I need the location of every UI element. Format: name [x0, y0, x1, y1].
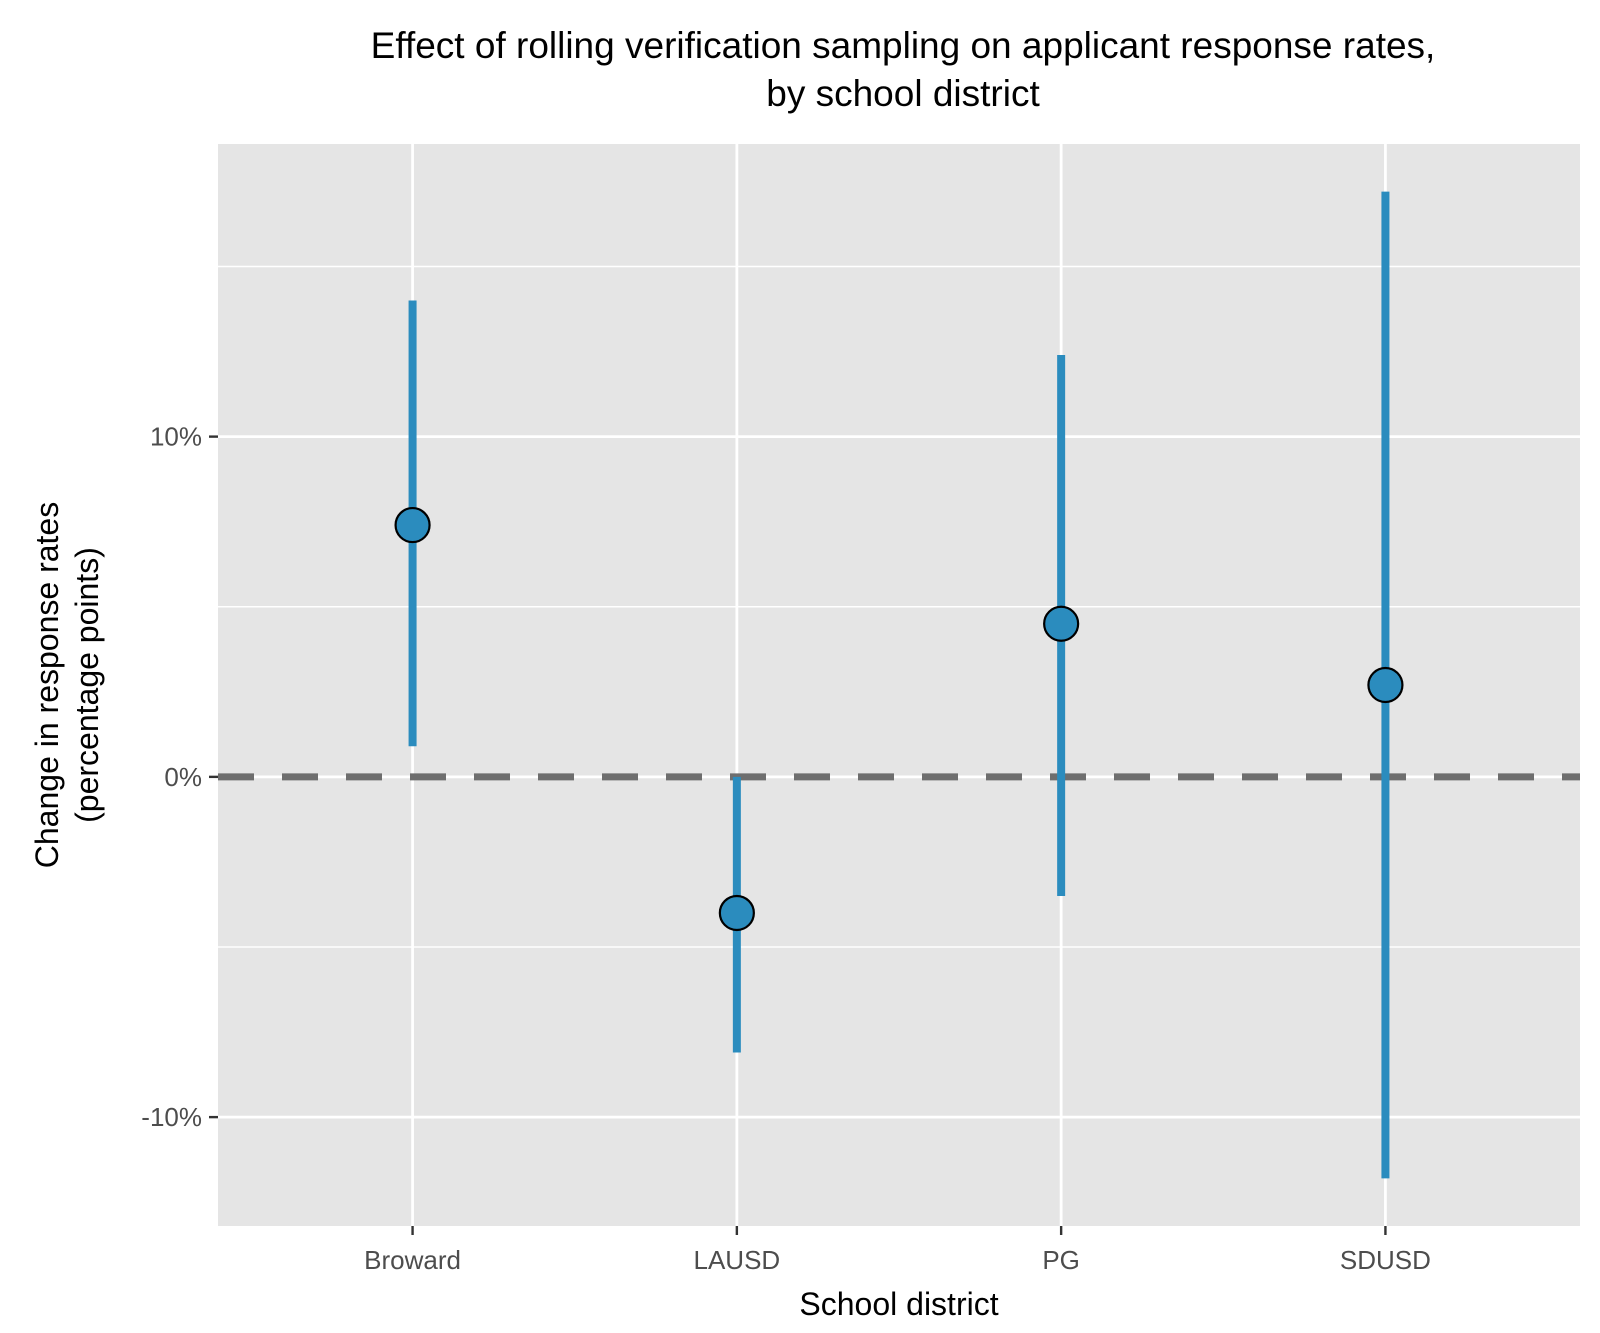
y-axis-ticks: -10% 0% 10% [141, 422, 218, 1132]
plot-panel [218, 144, 1580, 1226]
x-tick-label: SDUSD [1340, 1245, 1431, 1275]
chart-title-line-2: by school district [766, 73, 1040, 114]
y-axis-title-line-1: Change in response rates [29, 502, 65, 868]
x-tick-label: PG [1042, 1245, 1080, 1275]
point-broward [394, 506, 431, 544]
x-axis-title: School district [799, 1286, 998, 1322]
chart-title-line-1: Effect of rolling verification sampling … [371, 25, 1436, 66]
point-lausd [718, 894, 755, 932]
y-tick-label: 0% [164, 762, 202, 792]
point-pg [1043, 605, 1080, 642]
x-axis-ticks: Broward LAUSD PG SDUSD [364, 1226, 1431, 1275]
y-tick-label: -10% [141, 1102, 202, 1132]
x-tick-label: Broward [364, 1245, 461, 1275]
x-tick-label: LAUSD [694, 1245, 781, 1275]
point-sdusd [1367, 666, 1404, 704]
y-axis-title-line-2: (percentage points) [69, 547, 105, 823]
point-estimates [394, 506, 1404, 932]
minor-gridlines [218, 265, 1580, 948]
y-tick-label: 10% [150, 422, 202, 452]
